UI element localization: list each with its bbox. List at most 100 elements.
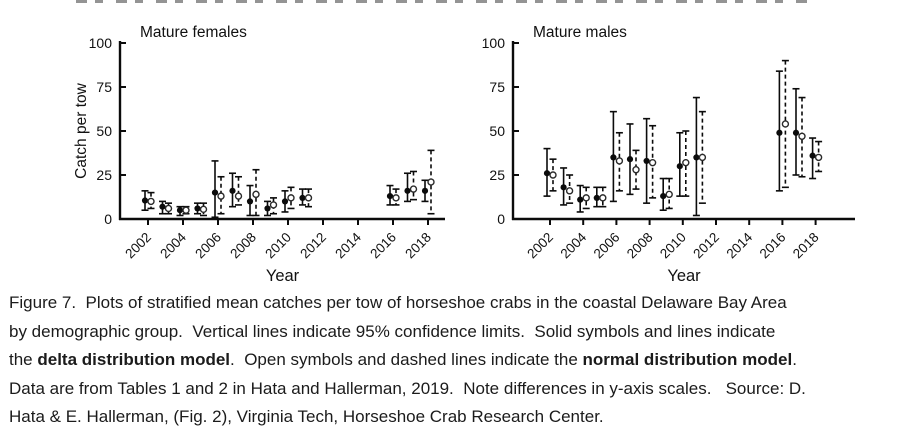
- y-tick-label: 0: [104, 211, 112, 227]
- caption-bold-normal-model: normal distribution model: [582, 350, 793, 369]
- plot-title: Mature females: [140, 24, 247, 41]
- normal-point: [182, 206, 190, 214]
- normal-point: [798, 132, 806, 140]
- x-tick-label: 2014: [332, 229, 364, 261]
- x-tick-label: 2016: [757, 230, 789, 262]
- caption-line-3-a: the: [9, 350, 38, 369]
- normal-point: [427, 178, 435, 186]
- y-tick-label: 50: [96, 123, 112, 139]
- mature-males-chart: 0 25 50 75 100 2002 2004 2006 2008 2010 2012 2014 20…: [468, 18, 864, 295]
- delta-point: [281, 198, 289, 205]
- x-axis-title: Year: [667, 267, 701, 285]
- caption-line-4: Data are from Tables 1 and 2 in Hata and…: [9, 378, 806, 398]
- x-axis-title: Year: [266, 267, 300, 285]
- delta-point: [194, 205, 201, 212]
- delta-point: [809, 152, 816, 159]
- delta-point: [246, 198, 254, 205]
- x-tick-label: 2008: [624, 230, 656, 262]
- normal-point: [147, 197, 155, 206]
- caption-line-1: Figure 7. Plots of stratified mean catch…: [9, 293, 787, 312]
- x-tick-label: 2012: [690, 230, 722, 262]
- x-tick-label: 2002: [524, 230, 556, 262]
- caption-line-3: the delta distribution model. Open symbo…: [9, 346, 918, 375]
- delta-point: [776, 129, 783, 136]
- delta-point: [421, 187, 429, 194]
- delta-point: [626, 156, 634, 163]
- normal-point: [698, 153, 707, 162]
- caption-line-2: by demographic group. Vertical lines ind…: [9, 321, 776, 341]
- y-tick-label: 100: [89, 35, 113, 51]
- delta-point: [792, 129, 800, 136]
- delta-point: [593, 194, 600, 201]
- normal-point: [234, 192, 243, 200]
- x-tick-label: 2004: [557, 229, 589, 261]
- y-axis-title: Catch per tow: [73, 82, 90, 178]
- y-tick-label: 75: [489, 79, 505, 95]
- y-tick-label: 50: [489, 123, 505, 139]
- delta-point: [211, 189, 219, 196]
- delta-point: [660, 193, 667, 200]
- x-tick-label: 2006: [591, 230, 623, 262]
- caption-line-5: Hata & E. Hallerman, (Fig. 2), Virginia …: [9, 407, 604, 426]
- x-tick-label: 2018: [790, 230, 822, 262]
- caption-line-3-e: .: [792, 350, 797, 369]
- y-tick-label: 100: [482, 35, 506, 51]
- x-tick-label: 2008: [227, 230, 259, 262]
- normal-point: [549, 171, 557, 179]
- normal-point: [648, 158, 657, 167]
- x-tick-label: 2014: [723, 229, 755, 261]
- delta-point: [643, 157, 650, 165]
- caption-line-3-c: . Open symbols and dashed lines indicate…: [230, 350, 583, 369]
- figure-caption: Figure 7. Plots of stratified mean catch…: [9, 289, 918, 432]
- normal-point: [814, 153, 823, 162]
- normal-point: [164, 204, 173, 213]
- x-tick-label: 2002: [122, 230, 154, 262]
- x-tick-label: 2012: [297, 230, 329, 262]
- plot-title: Mature males: [533, 24, 627, 41]
- y-tick-label: 25: [96, 167, 112, 183]
- delta-point: [264, 205, 271, 212]
- x-tick-label: 2010: [262, 230, 294, 262]
- delta-point: [610, 154, 617, 161]
- normal-point: [665, 190, 673, 199]
- x-tick-label: 2018: [402, 230, 434, 262]
- x-tick-label: 2016: [367, 230, 399, 262]
- normal-point: [615, 157, 624, 165]
- normal-point: [304, 194, 313, 202]
- mature-females-chart: 0 25 50 75 100 2002 2004 2006 2008 2010 2012 2014 20…: [73, 18, 469, 295]
- delta-point: [404, 187, 411, 194]
- normal-point: [287, 194, 295, 202]
- y-tick-label: 25: [489, 167, 505, 183]
- delta-point: [386, 193, 394, 200]
- normal-point: [682, 158, 690, 167]
- normal-point: [781, 120, 790, 128]
- normal-point: [409, 185, 418, 193]
- normal-point: [269, 201, 278, 209]
- normal-point: [217, 192, 225, 200]
- normal-point: [392, 194, 400, 202]
- delta-point: [577, 196, 584, 203]
- y-tick-label: 75: [96, 79, 112, 95]
- delta-point: [141, 197, 149, 204]
- normal-point: [582, 194, 590, 202]
- normal-point: [252, 190, 260, 199]
- y-tick-label: 0: [497, 211, 505, 227]
- x-tick-label: 2010: [657, 230, 689, 262]
- normal-point: [632, 166, 640, 174]
- delta-point: [229, 187, 236, 194]
- delta-point: [676, 163, 683, 170]
- normal-point: [199, 205, 208, 214]
- delta-point: [560, 184, 567, 191]
- normal-point: [599, 194, 607, 202]
- cropped-text-remnant: [76, 0, 812, 3]
- normal-point: [565, 187, 574, 195]
- delta-point: [159, 203, 166, 210]
- delta-point: [693, 154, 700, 161]
- x-tick-label: 2004: [157, 229, 189, 261]
- x-tick-label: 2006: [192, 230, 224, 262]
- delta-point: [299, 194, 306, 201]
- delta-point: [543, 170, 551, 177]
